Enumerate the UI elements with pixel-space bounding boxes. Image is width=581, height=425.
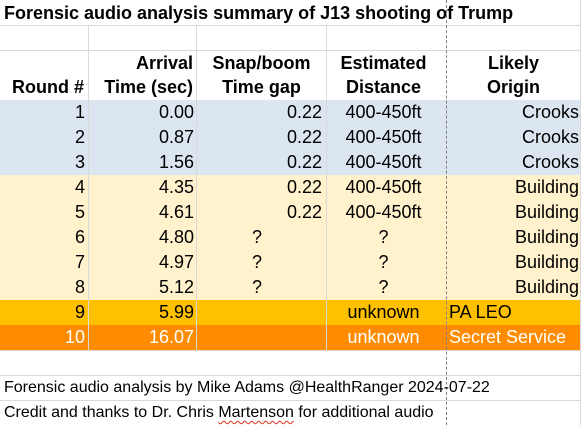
- cell-distance[interactable]: unknown: [347, 302, 420, 322]
- band-crooks: [0, 100, 581, 175]
- gridline: [0, 25, 581, 26]
- cell-time-gap[interactable]: 0.22: [286, 102, 322, 122]
- cell-arrival-time[interactable]: 4.35: [158, 177, 194, 197]
- header-gap-line2: Time gap: [222, 77, 301, 97]
- cell-round[interactable]: 6: [74, 227, 85, 247]
- footer-thanks-line[interactable]: Credit and thanks to Dr. Chris Martenson…: [4, 400, 434, 425]
- cell-round[interactable]: 8: [74, 277, 85, 297]
- cell-origin[interactable]: Building: [514, 202, 579, 222]
- cell-time-gap[interactable]: ?: [252, 277, 263, 297]
- gridline: [0, 350, 581, 351]
- cell-arrival-time[interactable]: 5.12: [158, 277, 194, 297]
- gridline: [0, 400, 581, 401]
- cell-arrival-time[interactable]: 4.61: [158, 202, 194, 222]
- page-break-line: [446, 0, 447, 425]
- cell-origin[interactable]: Crooks: [521, 152, 579, 172]
- header-origin-line1: Likely: [487, 53, 540, 73]
- cell-origin[interactable]: Building: [514, 177, 579, 197]
- cell-round[interactable]: 5: [74, 202, 85, 222]
- band-secret-service: [0, 325, 581, 350]
- cell-origin[interactable]: Building: [514, 227, 579, 247]
- header-distance[interactable]: Estimated Distance: [327, 51, 440, 99]
- cell-distance[interactable]: 400-450ft: [345, 152, 422, 172]
- footer-thanks-prefix: Credit and thanks to Dr. Chris: [4, 404, 219, 421]
- header-round-line2: Round #: [12, 77, 84, 97]
- header-arrival-line1: Arrival: [135, 53, 193, 73]
- gridline: [0, 375, 581, 376]
- header-time-gap[interactable]: Snap/boom Time gap: [197, 51, 326, 99]
- cell-arrival-time[interactable]: 4.80: [158, 227, 194, 247]
- gridline: [88, 25, 89, 350]
- cell-distance[interactable]: 400-450ft: [345, 202, 422, 222]
- cell-round[interactable]: 1: [74, 102, 85, 122]
- cell-time-gap[interactable]: 0.22: [286, 127, 322, 147]
- cell-round[interactable]: 10: [64, 327, 85, 347]
- header-origin-line2: Origin: [487, 77, 540, 97]
- cell-origin[interactable]: Crooks: [521, 127, 579, 147]
- cell-arrival-time[interactable]: 0.00: [158, 102, 194, 122]
- gridline: [326, 25, 327, 350]
- header-distance-line1: Estimated: [340, 53, 427, 73]
- cell-time-gap[interactable]: ?: [252, 227, 263, 247]
- footer-thanks-suffix: for additional audio: [293, 404, 434, 421]
- cell-distance[interactable]: unknown: [347, 327, 420, 347]
- cell-origin[interactable]: Crooks: [521, 102, 579, 122]
- cell-round[interactable]: 7: [74, 252, 85, 272]
- cell-time-gap[interactable]: 0.22: [286, 177, 322, 197]
- cell-round[interactable]: 2: [74, 127, 85, 147]
- cell-distance[interactable]: ?: [378, 252, 389, 272]
- cell-origin[interactable]: PA LEO: [449, 302, 512, 322]
- cell-distance[interactable]: 400-450ft: [345, 102, 422, 122]
- cell-distance[interactable]: ?: [378, 227, 389, 247]
- cell-origin[interactable]: Building: [514, 252, 579, 272]
- cell-arrival-time[interactable]: 4.97: [158, 252, 194, 272]
- band-pa-leo: [0, 300, 581, 325]
- sheet-title: Forensic audio analysis summary of J13 s…: [4, 3, 514, 23]
- cell-round[interactable]: 3: [74, 152, 85, 172]
- footer-thanks-name: Martenson: [218, 404, 294, 421]
- cell-time-gap[interactable]: 0.22: [286, 202, 322, 222]
- cell-arrival-time[interactable]: 0.87: [158, 127, 194, 147]
- header-round[interactable]: Round #: [0, 51, 84, 99]
- cell-distance[interactable]: 400-450ft: [345, 127, 422, 147]
- cell-origin[interactable]: Building: [514, 277, 579, 297]
- cell-arrival-time[interactable]: 1.56: [158, 152, 194, 172]
- header-arrival-time[interactable]: Arrival Time (sec): [89, 51, 193, 99]
- gridline: [0, 50, 581, 51]
- cell-time-gap[interactable]: 0.22: [286, 152, 322, 172]
- cell-time-gap[interactable]: [197, 325, 322, 350]
- gridline: [196, 25, 197, 350]
- cell-distance[interactable]: 400-450ft: [345, 177, 422, 197]
- header-arrival-line2: Time (sec): [104, 77, 193, 97]
- cell-arrival-time[interactable]: 16.07: [148, 327, 194, 347]
- cell-time-gap[interactable]: [197, 300, 322, 325]
- header-round-line1: [0, 51, 84, 75]
- cell-origin[interactable]: Secret Service: [449, 327, 567, 347]
- cell-distance[interactable]: ?: [378, 277, 389, 297]
- header-gap-line1: Snap/boom: [212, 53, 311, 73]
- header-origin[interactable]: Likely Origin: [447, 51, 580, 99]
- cell-arrival-time[interactable]: 5.99: [158, 302, 194, 322]
- cell-time-gap[interactable]: ?: [252, 252, 263, 272]
- footer-credit-line[interactable]: Forensic audio analysis by Mike Adams @H…: [4, 379, 490, 396]
- cell-round[interactable]: 4: [74, 177, 85, 197]
- header-distance-line2: Distance: [345, 77, 422, 97]
- cell-round[interactable]: 9: [74, 302, 85, 322]
- band-building: [0, 175, 581, 300]
